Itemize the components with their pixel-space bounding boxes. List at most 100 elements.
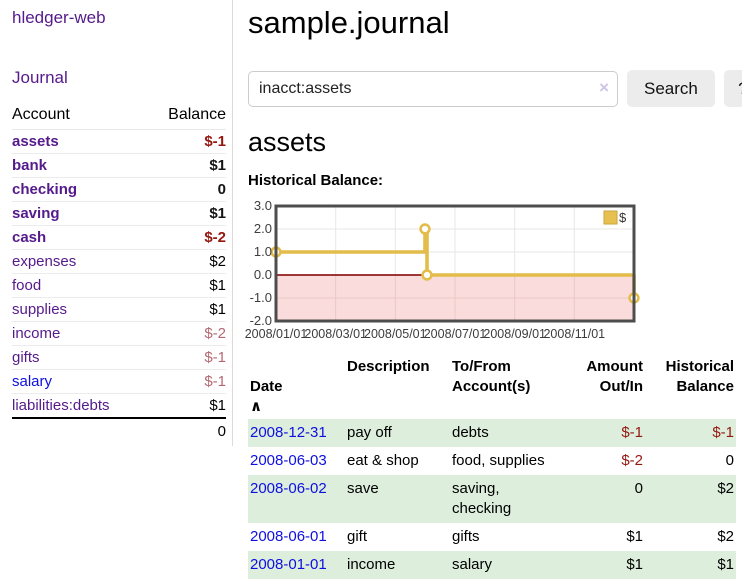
accounts-header-row: Account Balance: [12, 104, 226, 130]
transaction-date-link[interactable]: 2008-12-31: [250, 424, 327, 441]
sort-ascending-icon: ∧: [250, 398, 263, 415]
transaction-amount: $-2: [621, 452, 643, 469]
accounts-header-account: Account: [12, 104, 147, 130]
chart-v-gridlines: [335, 206, 575, 275]
transaction-accounts: food, supplies: [452, 452, 545, 469]
transaction-description: pay off: [347, 424, 392, 441]
register-header-row: Date ∧ Description To/From Account(s) Am…: [248, 355, 736, 419]
account-link-saving[interactable]: saving: [12, 205, 60, 222]
account-row: bank $1: [12, 153, 226, 178]
account-link-food[interactable]: food: [12, 277, 42, 294]
legend-label: $: [619, 210, 627, 225]
clear-search-icon[interactable]: ×: [599, 77, 609, 97]
account-link-supplies[interactable]: supplies: [12, 301, 68, 318]
brand-link[interactable]: hledger-web: [12, 8, 106, 27]
accounts-total-row: 0: [12, 417, 226, 444]
register-row: 2008-12-31 pay off debts $-1 $-1: [248, 419, 736, 447]
transaction-balance: 0: [725, 452, 734, 469]
transaction-date-link[interactable]: 2008-06-01: [250, 528, 327, 545]
header-amount: Amount Out/In: [586, 358, 643, 395]
help-button[interactable]: ?: [723, 70, 742, 107]
transaction-amount: $-1: [621, 424, 643, 441]
accounts-table: Account Balance assets $-1 bank $1 check…: [12, 104, 226, 444]
page-title: sample.journal: [248, 5, 450, 40]
transaction-balance: $2: [717, 480, 734, 497]
svg-text:2008/11/01: 2008/11/01: [543, 327, 605, 341]
account-balance: $-2: [146, 321, 226, 346]
transaction-accounts: debts: [452, 424, 489, 441]
transaction-description: income: [347, 556, 396, 573]
account-balance: $1: [146, 273, 226, 298]
account-link-assets[interactable]: assets: [12, 133, 59, 150]
transaction-date-link[interactable]: 2008-06-02: [250, 480, 327, 497]
account-row: saving $1: [12, 201, 226, 226]
account-link-liabilities-debts[interactable]: liabilities:debts: [12, 397, 110, 414]
sidebar-item-journal[interactable]: Journal: [12, 68, 68, 87]
svg-text:-2.0: -2.0: [250, 313, 272, 328]
svg-text:0.0: 0.0: [254, 267, 272, 282]
register-row: 2008-01-01 income salary $1 $1: [248, 551, 736, 579]
search-button[interactable]: Search: [627, 70, 715, 107]
search-form: × Search ?: [248, 70, 742, 107]
accounts-header-balance: Balance: [146, 104, 226, 130]
transaction-date-link[interactable]: 2008-01-01: [250, 556, 327, 573]
svg-text:2008/05/01: 2008/05/01: [364, 327, 427, 341]
search-input[interactable]: [248, 70, 618, 107]
account-balance: $-1: [146, 369, 226, 394]
transaction-accounts: gifts: [452, 528, 480, 545]
svg-text:1.0: 1.0: [254, 244, 272, 259]
y-axis-labels: 3.0 2.0 1.0 0.0 -1.0 -2.0: [250, 198, 272, 328]
main-content: sample.journal × Search ? assets Histori…: [233, 0, 742, 579]
x-axis-labels: 2008/01/01 2008/03/01 2008/05/01 2008/07…: [245, 327, 605, 341]
account-balance: $1: [146, 201, 226, 226]
header-description: Description: [347, 358, 430, 375]
account-row: expenses $2: [12, 249, 226, 274]
svg-text:2008/01/01: 2008/01/01: [245, 327, 308, 341]
register-row: 2008-06-03 eat & shop food, supplies $-2…: [248, 447, 736, 475]
register-row: 2008-06-01 gift gifts $1 $2: [248, 523, 736, 551]
transaction-balance: $-1: [712, 424, 734, 441]
transaction-amount: 0: [634, 480, 643, 497]
account-row: income $-2: [12, 321, 226, 346]
transaction-description: save: [347, 480, 379, 497]
account-row: assets $-1: [12, 129, 226, 154]
account-balance: $1: [146, 297, 226, 322]
account-balance: $1: [146, 393, 226, 419]
accounts-total-balance: 0: [146, 417, 226, 444]
account-row: supplies $1: [12, 297, 226, 322]
chart-label: Historical Balance:: [248, 172, 384, 189]
header-balance: Historical Balance: [665, 358, 734, 395]
account-link-gifts[interactable]: gifts: [12, 349, 40, 366]
account-link-expenses[interactable]: expenses: [12, 253, 77, 270]
historical-balance-chart: $ 3.0 2.0 1.0 0.0 -1.0 -2.0 2008/01/01 2…: [245, 198, 640, 341]
header-tofrom: To/From Account(s): [452, 358, 531, 395]
svg-text:2008/09/01: 2008/09/01: [483, 327, 546, 341]
account-row: cash $-2: [12, 225, 226, 250]
svg-text:2008/07/01: 2008/07/01: [424, 327, 487, 341]
account-row: liabilities:debts $1: [12, 393, 226, 419]
header-date[interactable]: Date ∧: [250, 378, 283, 415]
account-link-bank[interactable]: bank: [12, 157, 48, 174]
account-link-cash[interactable]: cash: [12, 229, 47, 246]
account-balance: 0: [146, 177, 226, 202]
transaction-date-link[interactable]: 2008-06-03: [250, 452, 327, 469]
account-row: food $1: [12, 273, 226, 298]
register-row: 2008-06-02 save saving, checking 0 $2: [248, 475, 736, 523]
account-row: gifts $-1: [12, 345, 226, 370]
account-balance: $-2: [146, 225, 226, 250]
account-link-checking[interactable]: checking: [12, 181, 78, 198]
register-table: Date ∧ Description To/From Account(s) Am…: [248, 355, 736, 579]
account-row: checking 0: [12, 177, 226, 202]
account-row: salary $-1: [12, 369, 226, 394]
account-balance: $1: [146, 153, 226, 178]
account-balance: $2: [146, 249, 226, 274]
transaction-accounts: saving, checking: [452, 480, 512, 517]
account-link-salary[interactable]: salary: [12, 373, 53, 390]
svg-text:3.0: 3.0: [254, 198, 272, 213]
account-title: assets: [248, 127, 327, 157]
transaction-description: eat & shop: [347, 452, 419, 469]
svg-text:2.0: 2.0: [254, 221, 272, 236]
account-link-income[interactable]: income: [12, 325, 61, 342]
transaction-balance: $1: [717, 556, 734, 573]
transaction-description: gift: [347, 528, 368, 545]
